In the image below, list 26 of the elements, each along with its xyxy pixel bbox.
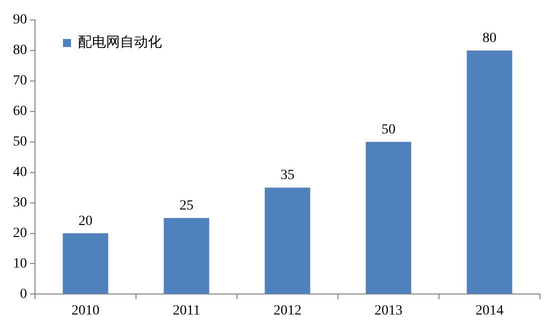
x-tick-label: 2014 <box>476 303 504 318</box>
data-label: 50 <box>382 122 396 138</box>
bar <box>164 218 210 294</box>
legend-label: 配电网自动化 <box>78 34 162 51</box>
data-label: 35 <box>280 168 294 184</box>
y-tick-label: 50 <box>13 134 27 150</box>
y-tick-label: 40 <box>13 165 27 180</box>
data-label: 20 <box>78 214 92 229</box>
x-tick-label: 2013 <box>374 303 402 318</box>
y-tick-label: 90 <box>13 12 27 28</box>
bar <box>366 142 412 294</box>
bar <box>264 188 310 294</box>
bar <box>466 50 512 294</box>
data-label: 25 <box>180 198 194 214</box>
y-tick-label: 70 <box>13 74 27 89</box>
y-tick-label: 20 <box>13 226 27 241</box>
y-tick-label: 0 <box>20 286 27 302</box>
x-tick-label: 2011 <box>172 303 200 318</box>
bar <box>62 233 108 294</box>
x-tick-label: 2012 <box>274 303 302 318</box>
data-label: 80 <box>482 31 496 46</box>
y-tick-label: 30 <box>13 195 27 210</box>
y-tick-label: 10 <box>13 256 27 272</box>
x-tick-label: 2010 <box>72 303 100 318</box>
y-tick-label: 80 <box>13 43 27 58</box>
y-tick-label: 60 <box>13 104 27 120</box>
